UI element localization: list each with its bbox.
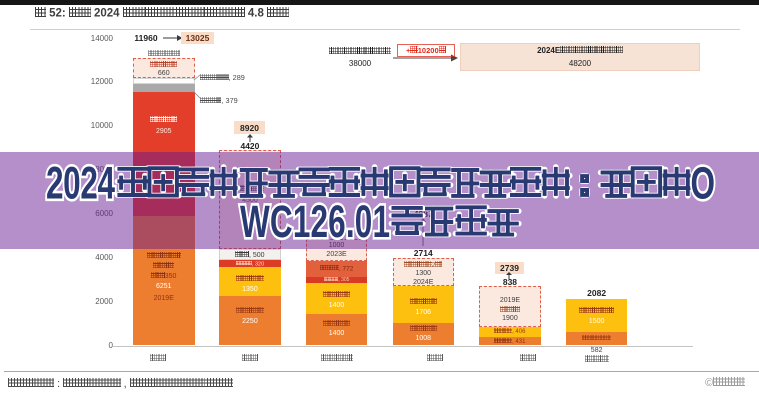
svg-text:WC126.01: WC126.01: [240, 196, 390, 247]
svg-text:2024: 2024: [46, 158, 115, 209]
svg-text:O: O: [691, 158, 716, 209]
